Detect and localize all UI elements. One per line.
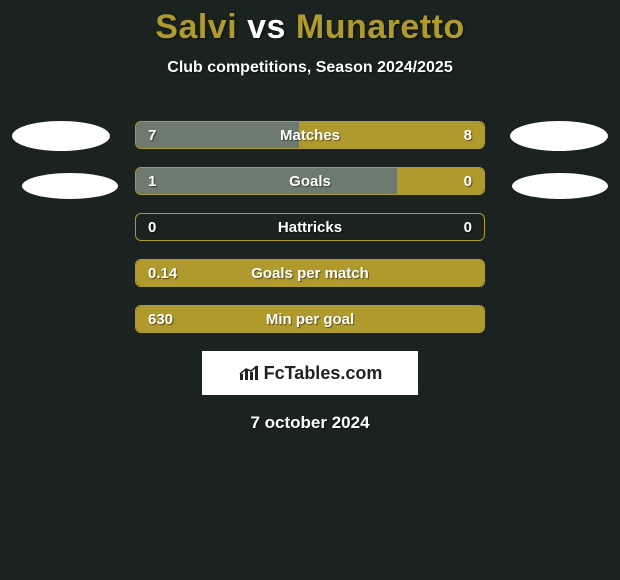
source-logo-box: FcTables.com [202, 351, 418, 395]
stat-label: Matches [136, 122, 484, 148]
stat-row: 78Matches [135, 121, 485, 149]
source-logo: FcTables.com [238, 363, 383, 384]
subtitle: Club competitions, Season 2024/2025 [0, 59, 620, 77]
stat-label: Hattricks [136, 214, 484, 240]
date-text: 7 october 2024 [0, 413, 620, 433]
stat-label: Min per goal [136, 306, 484, 332]
player1-club-placeholder [22, 173, 118, 199]
player2-photo-placeholder [510, 121, 608, 151]
source-logo-text: FcTables.com [264, 363, 383, 384]
chart-icon [238, 364, 260, 382]
stat-row: 0.14Goals per match [135, 259, 485, 287]
comparison-bars: 78Matches 10Goals 00Hattricks 0.14Goals per… [135, 121, 485, 333]
stat-row: 630Min per goal [135, 305, 485, 333]
title-player1: Salvi [155, 8, 237, 46]
title-vs: vs [247, 8, 286, 46]
stat-row: 00Hattricks [135, 213, 485, 241]
stat-label: Goals per match [136, 260, 484, 286]
page-title: Salvi vs Munaretto [0, 0, 620, 47]
stat-row: 10Goals [135, 167, 485, 195]
stats-area: 78Matches 10Goals 00Hattricks 0.14Goals per… [0, 121, 620, 333]
player2-club-placeholder [512, 173, 608, 199]
player1-photo-placeholder [12, 121, 110, 151]
stat-label: Goals [136, 168, 484, 194]
title-player2: Munaretto [296, 8, 465, 46]
